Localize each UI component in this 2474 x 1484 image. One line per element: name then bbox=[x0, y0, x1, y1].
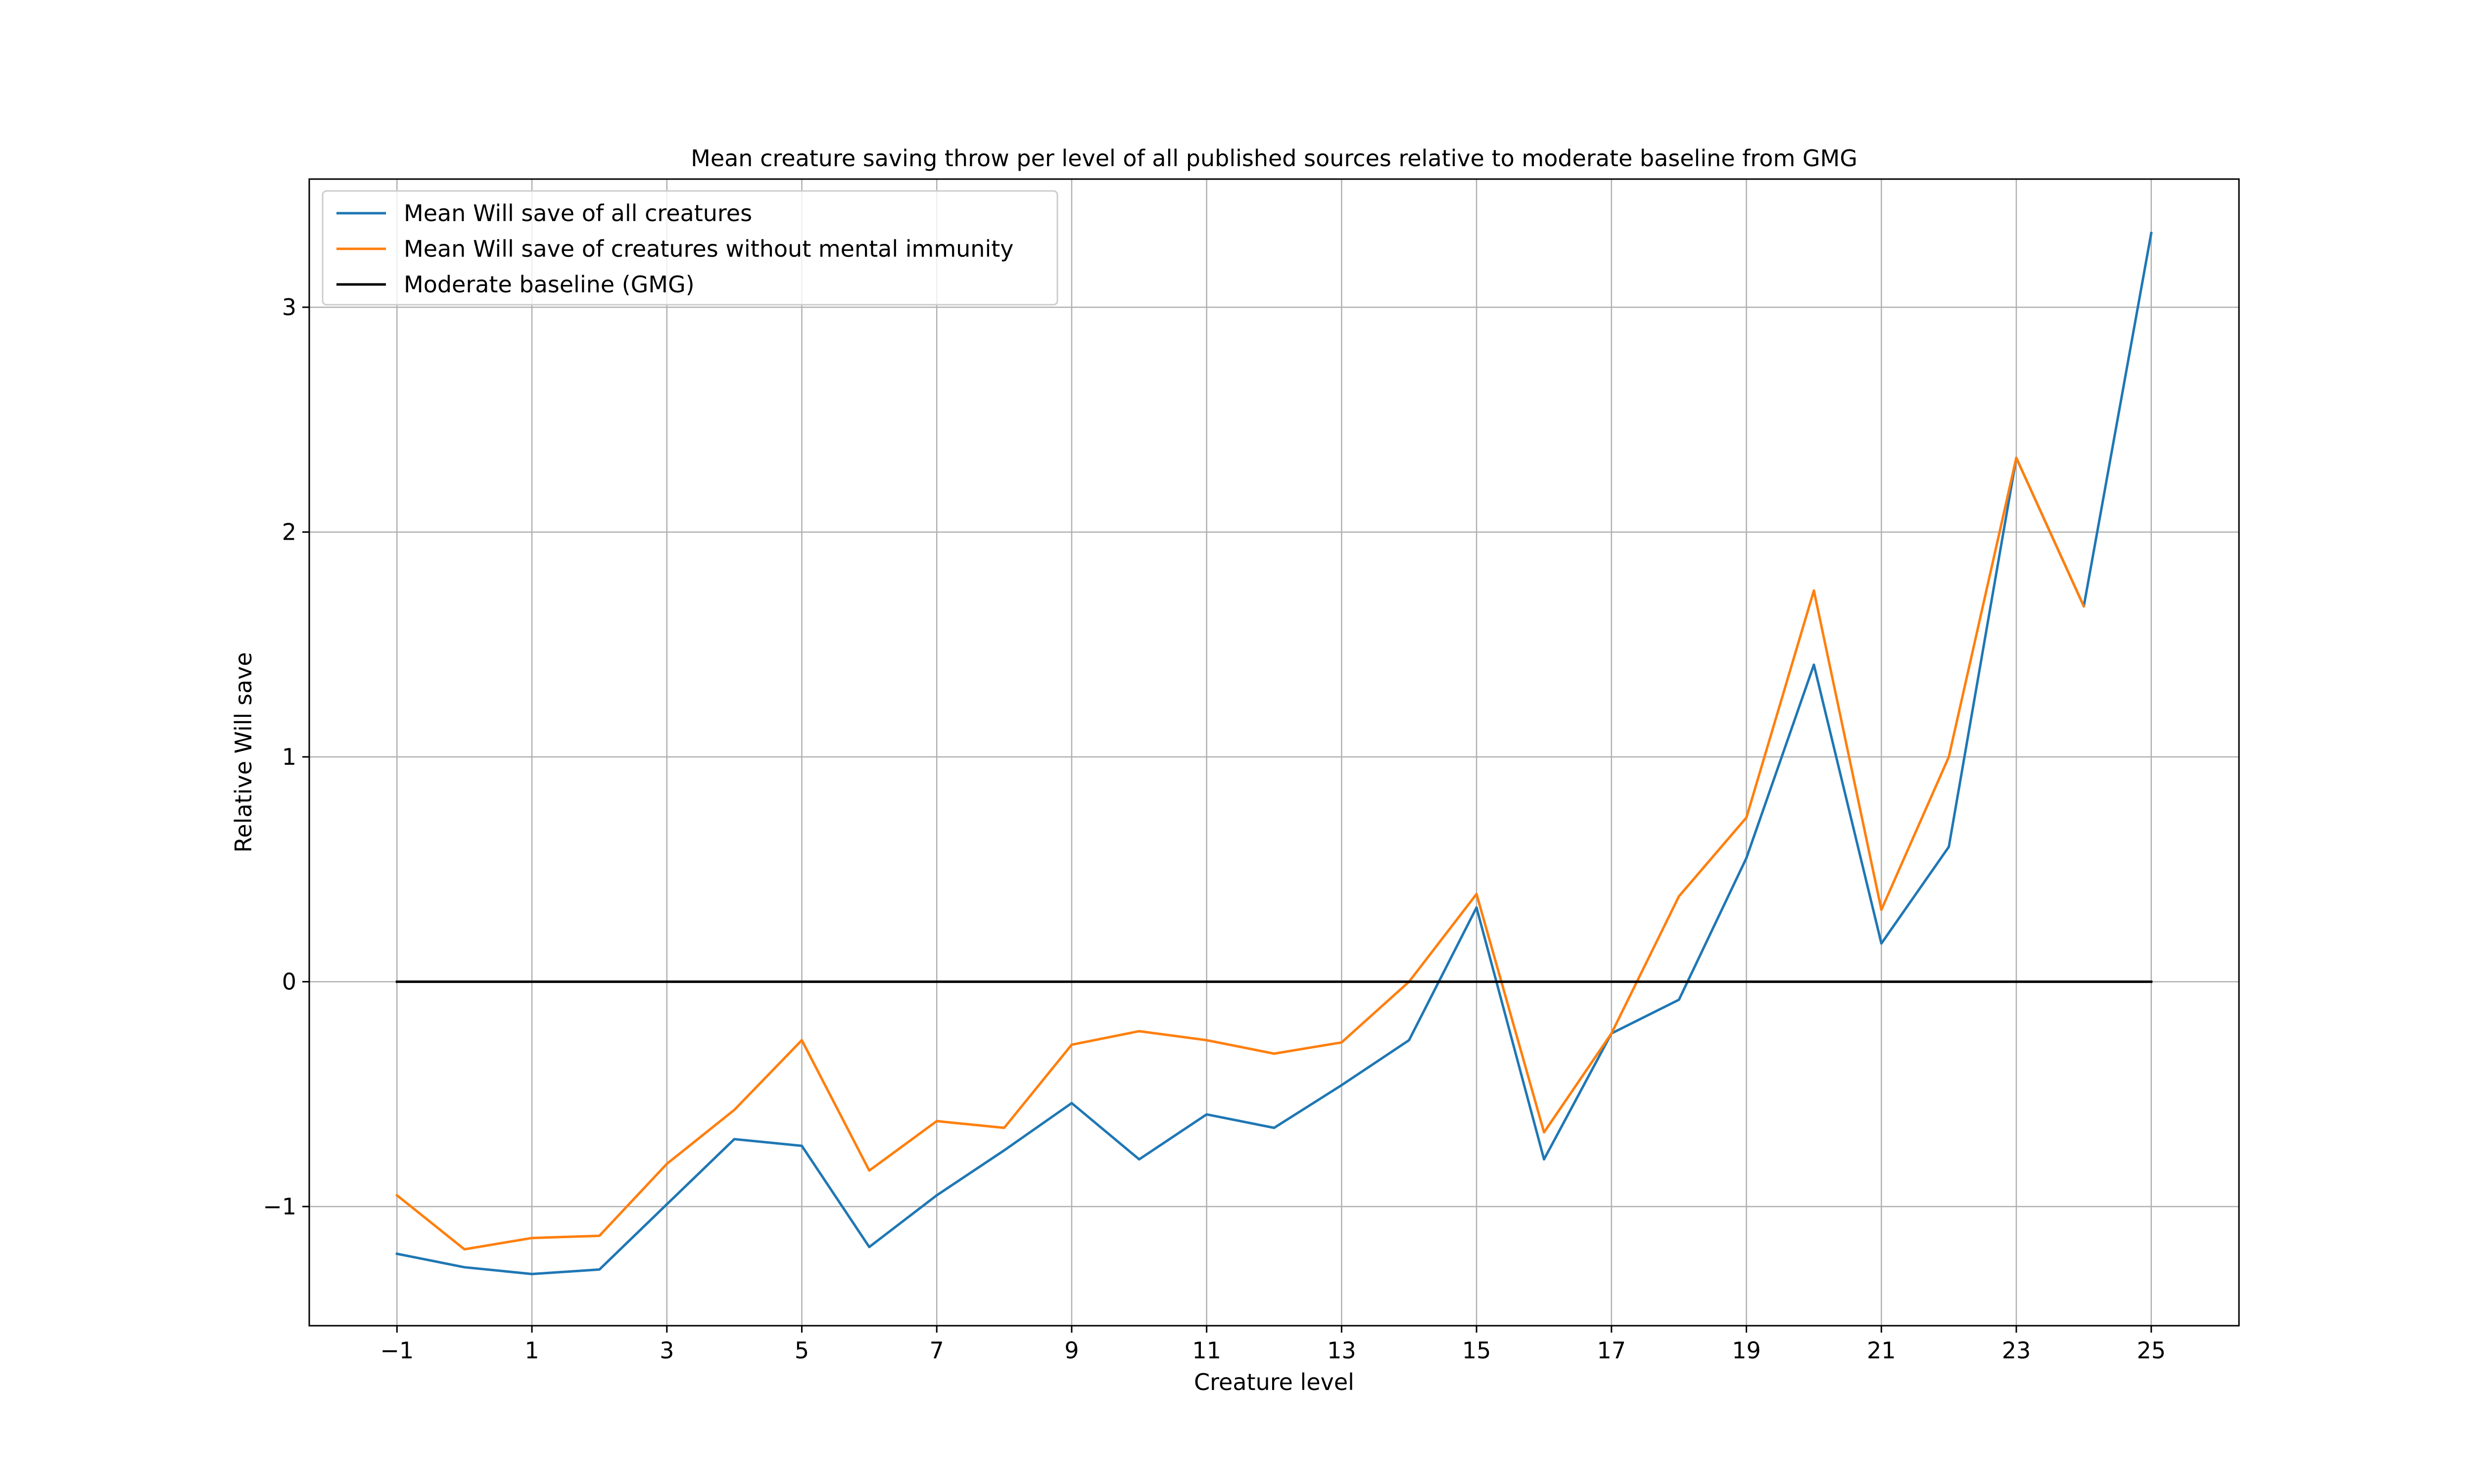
x-tick-label: 17 bbox=[1597, 1337, 1626, 1364]
x-tick-label: 5 bbox=[795, 1337, 809, 1364]
series-line-no-mental-immunity bbox=[395, 457, 2086, 1251]
chart-title: Mean creature saving throw per level of … bbox=[691, 145, 1857, 172]
series-lines bbox=[395, 232, 2153, 1275]
x-tick-label: 7 bbox=[930, 1337, 944, 1364]
y-axis-ticks: −1 0 1 2 3 bbox=[263, 294, 309, 1220]
x-tick-label: −1 bbox=[380, 1337, 414, 1364]
x-tick-label: 25 bbox=[2137, 1337, 2166, 1364]
y-tick-label: 1 bbox=[282, 743, 296, 770]
x-tick-label: 23 bbox=[2002, 1337, 2031, 1364]
y-tick-label: 2 bbox=[282, 519, 296, 546]
x-tick-label: 3 bbox=[660, 1337, 674, 1364]
x-tick-label: 9 bbox=[1064, 1337, 1079, 1364]
x-axis-title: Creature level bbox=[1194, 1369, 1354, 1395]
legend: Mean Will save of all creatures Mean Will… bbox=[322, 190, 1058, 306]
y-axis-title: Relative Will save bbox=[230, 652, 257, 852]
plot-frame bbox=[308, 178, 2240, 1327]
y-tick-label: −1 bbox=[263, 1193, 296, 1220]
series-line-all-creatures bbox=[395, 232, 2153, 1275]
legend-label: Mean Will save of all creatures bbox=[404, 200, 752, 227]
legend-label: Mean Will save of creatures without ment… bbox=[404, 235, 1014, 262]
legend-box bbox=[322, 190, 1058, 306]
legend-label: Moderate baseline (GMG) bbox=[404, 271, 695, 298]
x-tick-label: 15 bbox=[1462, 1337, 1491, 1364]
x-tick-label: 11 bbox=[1192, 1337, 1221, 1364]
x-tick-label: 1 bbox=[524, 1337, 539, 1364]
x-axis-ticks: −1 1 3 5 7 9 11 13 15 17 19 21 23 25 bbox=[380, 1326, 2166, 1364]
x-tick-label: 13 bbox=[1327, 1337, 1356, 1364]
y-tick-label: 3 bbox=[282, 294, 296, 321]
x-tick-label: 19 bbox=[1732, 1337, 1761, 1364]
y-tick-label: 0 bbox=[282, 969, 296, 995]
x-tick-label: 21 bbox=[1867, 1337, 1896, 1364]
